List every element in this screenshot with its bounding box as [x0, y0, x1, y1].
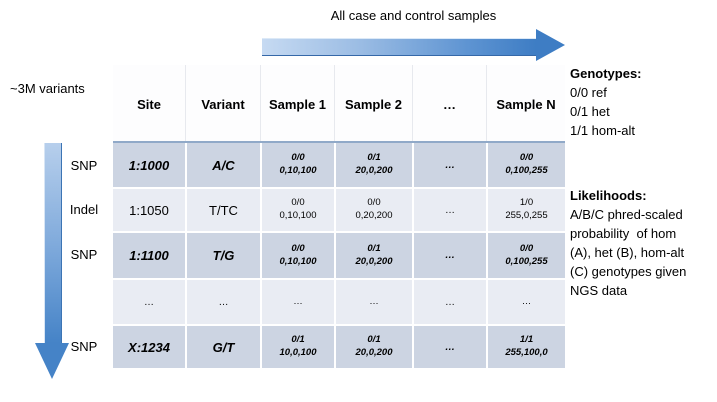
likelihood-value: 20,0,200	[355, 347, 393, 358]
likelihood-value: 20,0,200	[355, 165, 393, 176]
genotype-value: 0/0	[519, 152, 534, 164]
likelihoods-legend-line: NGS data	[570, 283, 628, 298]
cell-sampleN: 1/1 255,100,0	[486, 324, 565, 368]
likelihood-value: 255,100,0	[505, 347, 548, 358]
cell-variant: T/G	[185, 231, 260, 278]
right-arrow-icon	[262, 28, 565, 62]
cell-variant: T/TC	[185, 187, 260, 231]
cell-variant: …	[185, 278, 260, 324]
cell-sampleN: 0/0 0,100,255	[486, 143, 565, 187]
row-type-label: SNP	[70, 247, 98, 262]
cell-sample1: 0/0 0,10,100	[260, 231, 334, 278]
cell-dots: …	[412, 231, 486, 278]
down-arrow-head	[35, 343, 69, 379]
column-header-dots: …	[412, 65, 486, 143]
cell-sampleN: …	[486, 278, 565, 324]
genotype-value: 0/1	[367, 242, 381, 254]
column-header-variant: Variant	[185, 65, 260, 143]
cell-dots: …	[412, 324, 486, 368]
genotype-value: …	[369, 295, 379, 307]
cell-variant: A/C	[185, 143, 260, 187]
cell-site: 1:1000	[113, 143, 185, 187]
row-type-label: SNP	[70, 338, 98, 354]
cell-dots: …	[412, 143, 486, 187]
down-arrow-icon	[35, 143, 69, 380]
genotype-value: 0/0	[291, 152, 305, 164]
cell-sample2: 0/1 20,0,200	[334, 231, 412, 278]
cell-site: …	[113, 278, 185, 324]
genotype-value: …	[293, 295, 303, 307]
likelihood-value: 0,100,255	[505, 255, 548, 267]
row-type-label	[60, 278, 108, 324]
genotypes-legend: Genotypes: 0/0 ref 0/1 het 1/1 hom-alt	[570, 64, 715, 140]
genotypes-legend-title: Genotypes:	[570, 66, 642, 81]
likelihood-value: 0,20,200	[355, 210, 393, 221]
cell-sampleN: 1/0 255,0,255	[486, 187, 565, 231]
cell-sampleN: 0/0 0,100,255	[486, 231, 565, 278]
cell-variant: G/T	[185, 324, 260, 368]
likelihood-value: 20,0,200	[355, 255, 393, 267]
cell-sample2: 0/1 20,0,200	[334, 143, 412, 187]
likelihood-value: 255,0,255	[505, 210, 548, 221]
genotype-value: 1/0	[519, 197, 534, 209]
genotypes-legend-line: 1/1 hom-alt	[570, 123, 636, 138]
genotype-value: 0/1	[291, 334, 305, 346]
likelihood-value: 0,10,100	[279, 255, 317, 267]
likelihood-value: 0,100,255	[505, 165, 548, 176]
variants-axis-label: ~3M variants	[10, 81, 85, 96]
genotype-value: 1/1	[519, 334, 534, 346]
samples-axis-label: All case and control samples	[330, 8, 497, 23]
column-header-sample1: Sample 1	[260, 65, 334, 143]
row-type-label: SNP	[70, 157, 98, 173]
right-arrow-body	[262, 38, 536, 56]
right-arrow-head	[536, 29, 565, 61]
likelihood-value: 10,0,100	[279, 347, 317, 358]
header-separator-line	[113, 141, 565, 143]
cell-site: X:1234	[113, 324, 185, 368]
cell-sample2: 0/0 0,20,200	[334, 187, 412, 231]
column-header-sample2: Sample 2	[334, 65, 412, 143]
likelihood-value: 0,10,100	[279, 210, 317, 221]
cell-sample1: 0/1 10,0,100	[260, 324, 334, 368]
likelihoods-legend: Likelihoods: A/B/C phred-scaled probabil…	[570, 186, 717, 300]
down-arrow-body	[44, 143, 62, 343]
column-header-site: Site	[113, 65, 185, 143]
genotypes-legend-line: 0/0 ref	[570, 85, 607, 100]
cell-dots: …	[412, 187, 486, 231]
likelihoods-legend-title: Likelihoods:	[570, 188, 647, 203]
cell-dots: …	[412, 278, 486, 324]
genotypes-legend-line: 0/1 het	[570, 104, 610, 119]
cell-site: 1:1100	[113, 231, 185, 278]
cell-site: 1:1050	[113, 187, 185, 231]
likelihoods-legend-line: (C) genotypes given	[570, 264, 687, 279]
genotype-value: 0/0	[519, 242, 534, 254]
cell-sample2: 0/1 20,0,200	[334, 324, 412, 368]
likelihood-value: 0,10,100	[279, 165, 317, 176]
genotype-value: …	[521, 295, 532, 307]
genotype-value: 0/1	[367, 152, 381, 164]
likelihoods-legend-line: A/B/C phred-scaled	[570, 207, 683, 222]
likelihoods-legend-line: (A), het (B), hom-alt	[570, 245, 685, 260]
genotype-value: 0/0	[367, 197, 381, 209]
cell-sample1: …	[260, 278, 334, 324]
genotype-value: 0/1	[367, 334, 381, 346]
column-header-sampleN: Sample N	[486, 65, 565, 143]
cell-sample1: 0/0 0,10,100	[260, 143, 334, 187]
likelihoods-legend-line: probability of hom	[570, 226, 677, 241]
cell-sample1: 0/0 0,10,100	[260, 187, 334, 231]
row-type-label: Indel	[69, 201, 99, 217]
genotype-value: 0/0	[291, 242, 305, 254]
genotype-value: 0/0	[291, 197, 305, 209]
cell-sample2: …	[334, 278, 412, 324]
genotype-matrix-table: Site Variant Sample 1 Sample 2 … Sample …	[113, 65, 565, 368]
row-type-labels: SNP Indel SNP SNP	[60, 143, 108, 368]
